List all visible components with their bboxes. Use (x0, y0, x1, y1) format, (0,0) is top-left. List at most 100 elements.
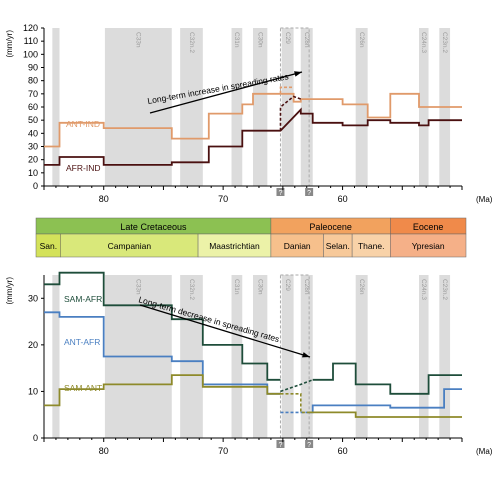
y-axis-label: (mm/yr) (5, 30, 14, 58)
series-line (44, 92, 462, 148)
x-tick-label: 80 (99, 446, 109, 456)
stage-label: Danian (284, 241, 311, 251)
stage-label: Selan. (326, 241, 350, 251)
y-tick-label: 30 (28, 293, 38, 303)
chron-band (300, 28, 313, 186)
chron-label: C32n.2 (188, 32, 195, 53)
chron-label: C26n (358, 32, 365, 48)
y-tick-label: 10 (28, 386, 38, 396)
stage-label: San. (40, 241, 58, 251)
series-line (44, 107, 462, 166)
stage-label: Campanian (108, 241, 152, 251)
chron-label: C23n.2 (441, 32, 448, 53)
uncertainty-marker: ? (307, 190, 311, 197)
uncertainty-marker-box (305, 188, 314, 196)
uncertainty-marker: ? (279, 442, 283, 449)
x-tick-label: 70 (218, 194, 228, 204)
x-axis-label: (Ma) (476, 447, 493, 456)
y-tick-label: 110 (24, 36, 38, 46)
series-line-dashed (279, 86, 294, 94)
series-label: ANT-IND (66, 119, 100, 129)
chron-band (180, 275, 203, 438)
x-tick-label: 80 (99, 194, 109, 204)
y-tick-label: 90 (28, 63, 38, 73)
y-tick-label: 70 (28, 89, 38, 99)
stage-label: Ypresian (412, 241, 445, 251)
y-tick-label: 80 (28, 76, 38, 86)
series-line (312, 362, 462, 395)
chron-band (355, 28, 368, 186)
chron-band (231, 28, 243, 186)
stage-cell (390, 233, 467, 258)
geologic-timescale: Late Cretaceous Paleocene Eocene San. Campan… (35, 217, 467, 258)
y-tick-label: 50 (28, 115, 38, 125)
bottom-spreading-rate-chart: C33n C32n.2 C31n C30n C29 C28n C26n C24n.3 C23n.… (5, 271, 493, 456)
y-tick-label: 30 (28, 142, 38, 152)
series-line-dashed (280, 393, 310, 414)
chron-label: C33n (135, 279, 142, 295)
top-spreading-rate-chart: C33n C32n.2 C31n C30n C29 C28n C26n C24n.3 C23n.… (5, 23, 493, 204)
epoch-label: Late Cretaceous (120, 222, 187, 232)
chron-label: C28n (303, 32, 310, 48)
epoch-label: Eocene (413, 222, 444, 232)
chron-band (52, 28, 60, 186)
series-label: AFR-IND (66, 163, 100, 173)
uncertainty-marker-box (305, 440, 314, 448)
series-line-dashed (280, 379, 313, 393)
chron-band (52, 275, 60, 438)
chron-label: C28n (303, 279, 310, 295)
trend-arrow (139, 304, 311, 358)
chron-label: C30n (256, 32, 263, 48)
trend-arrowhead (302, 352, 310, 358)
y-axis-label: (mm/yr) (5, 277, 14, 305)
series-line (44, 374, 281, 407)
y-tick-label: 120 (23, 23, 38, 33)
series-line-dashed (279, 95, 302, 131)
chron-band (180, 28, 203, 186)
chron-label: C26n (358, 279, 365, 295)
uncertainty-marker-box (276, 440, 285, 448)
epoch-label: Paleocene (309, 222, 352, 232)
chron-label: C29 (284, 279, 291, 291)
uncertainty-marker: ? (307, 442, 311, 449)
x-tick-label: 60 (338, 446, 348, 456)
chron-band (253, 28, 268, 186)
chron-band (281, 28, 294, 186)
chron-band (439, 275, 451, 438)
chron-band (104, 28, 172, 186)
chron-label: C30n (256, 279, 263, 295)
y-tick-label: 0 (33, 181, 38, 191)
y-tick-label: 20 (28, 155, 38, 165)
x-axis-label: (Ma) (476, 195, 493, 204)
chron-band (355, 275, 368, 438)
chron-label: C31n (233, 32, 240, 48)
x-tick-label: 70 (218, 446, 228, 456)
trend-arrow (149, 71, 303, 114)
trend-arrowhead (294, 71, 302, 77)
chron-label: C31n (233, 279, 240, 295)
series-label: ANT-AFR (64, 337, 100, 347)
y-tick-label: 40 (28, 128, 38, 138)
y-tick-label: 100 (23, 49, 38, 59)
chron-label: C24n.3 (420, 32, 427, 53)
uncertainty-marker-box (276, 188, 285, 196)
series-line (309, 411, 462, 418)
y-tick-label: 0 (33, 433, 38, 443)
chron-label: C23n.2 (441, 279, 448, 300)
chron-label: C29 (284, 32, 291, 44)
chron-label: C33n (135, 32, 142, 48)
chron-band (281, 275, 294, 438)
chron-label: C32n.2 (188, 279, 195, 300)
series-label: SAM-AFR (64, 294, 102, 304)
chron-band (253, 275, 268, 438)
series-label: SAM-ANT (64, 383, 102, 393)
y-tick-label: 20 (28, 340, 38, 350)
chron-band (419, 275, 429, 438)
stage-label: Thane. (358, 241, 384, 251)
y-tick-label: 60 (28, 102, 38, 112)
y-tick-label: 10 (28, 168, 38, 178)
uncertainty-marker: ? (279, 190, 283, 197)
chron-band (231, 275, 243, 438)
stage-label: Maastrichtian (209, 241, 260, 251)
